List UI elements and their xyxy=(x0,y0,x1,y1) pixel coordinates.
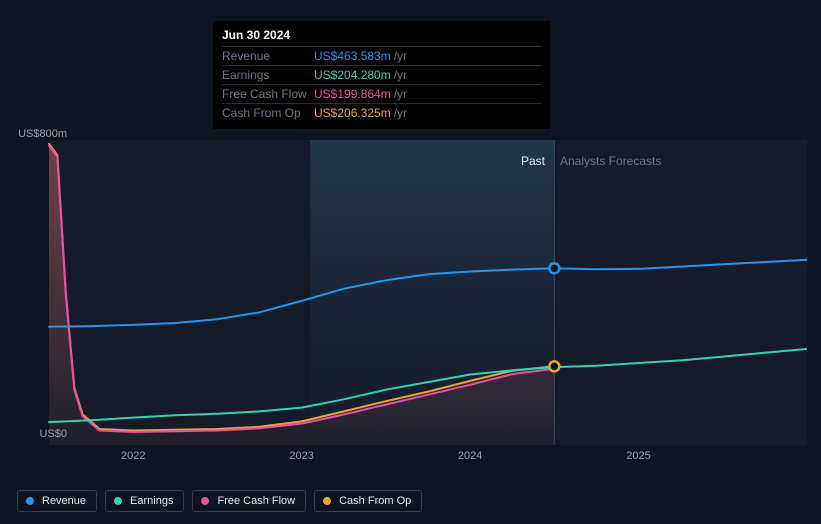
tooltip-row-earnings: EarningsUS$204.280m/yr xyxy=(222,65,541,84)
tooltip-value: US$199.864m xyxy=(314,87,391,101)
legend-label: Cash From Op xyxy=(339,495,411,507)
tooltip-value: US$206.325m xyxy=(314,106,391,120)
tooltip-value: US$463.583m xyxy=(314,49,391,63)
x-tick-2023: 2023 xyxy=(289,450,313,462)
y-tick-800: US$800m xyxy=(7,128,67,140)
section-label-forecast: Analysts Forecasts xyxy=(560,154,661,168)
legend-swatch-icon xyxy=(323,497,331,505)
legend-swatch-icon xyxy=(114,497,122,505)
section-label-past: Past xyxy=(521,154,545,168)
legend-label: Revenue xyxy=(42,495,86,507)
tooltip-unit: /yr xyxy=(394,68,407,82)
legend-label: Free Cash Flow xyxy=(217,495,295,507)
x-tick-2024: 2024 xyxy=(458,450,482,462)
tooltip-row-revenue: RevenueUS$463.583m/yr xyxy=(222,46,541,65)
tooltip-label: Revenue xyxy=(222,49,314,63)
legend-item-cash_op[interactable]: Cash From Op xyxy=(314,490,422,512)
tooltip-label: Cash From Op xyxy=(222,106,314,120)
tooltip-label: Free Cash Flow xyxy=(222,87,314,101)
tooltip-unit: /yr xyxy=(394,87,407,101)
tooltip-unit: /yr xyxy=(394,49,407,63)
tooltip-unit: /yr xyxy=(394,106,407,120)
tooltip-row-free-cash-flow: Free Cash FlowUS$199.864m/yr xyxy=(222,84,541,103)
x-tick-2022: 2022 xyxy=(121,450,145,462)
tooltip-date: Jun 30 2024 xyxy=(222,26,541,46)
legend: Revenue Earnings Free Cash Flow Cash From O… xyxy=(17,490,422,512)
legend-item-revenue[interactable]: Revenue xyxy=(17,490,97,512)
legend-item-earnings[interactable]: Earnings xyxy=(105,490,184,512)
legend-swatch-icon xyxy=(201,497,209,505)
legend-label: Earnings xyxy=(130,495,173,507)
tooltip-value: US$204.280m xyxy=(314,68,391,82)
tooltip-row-cash-from-op: Cash From OpUS$206.325m/yr xyxy=(222,103,541,122)
y-tick-0: US$0 xyxy=(7,428,67,440)
x-tick-2025: 2025 xyxy=(626,450,650,462)
plot-area[interactable]: US$800m US$0 2022202320242025 xyxy=(17,140,807,445)
tooltip-label: Earnings xyxy=(222,68,314,82)
legend-swatch-icon xyxy=(26,497,34,505)
chart-tooltip: Jun 30 2024 RevenueUS$463.583m/yrEarning… xyxy=(213,21,550,129)
earnings-revenue-chart: Jun 30 2024 RevenueUS$463.583m/yrEarning… xyxy=(0,0,821,524)
legend-item-fcf[interactable]: Free Cash Flow xyxy=(192,490,306,512)
